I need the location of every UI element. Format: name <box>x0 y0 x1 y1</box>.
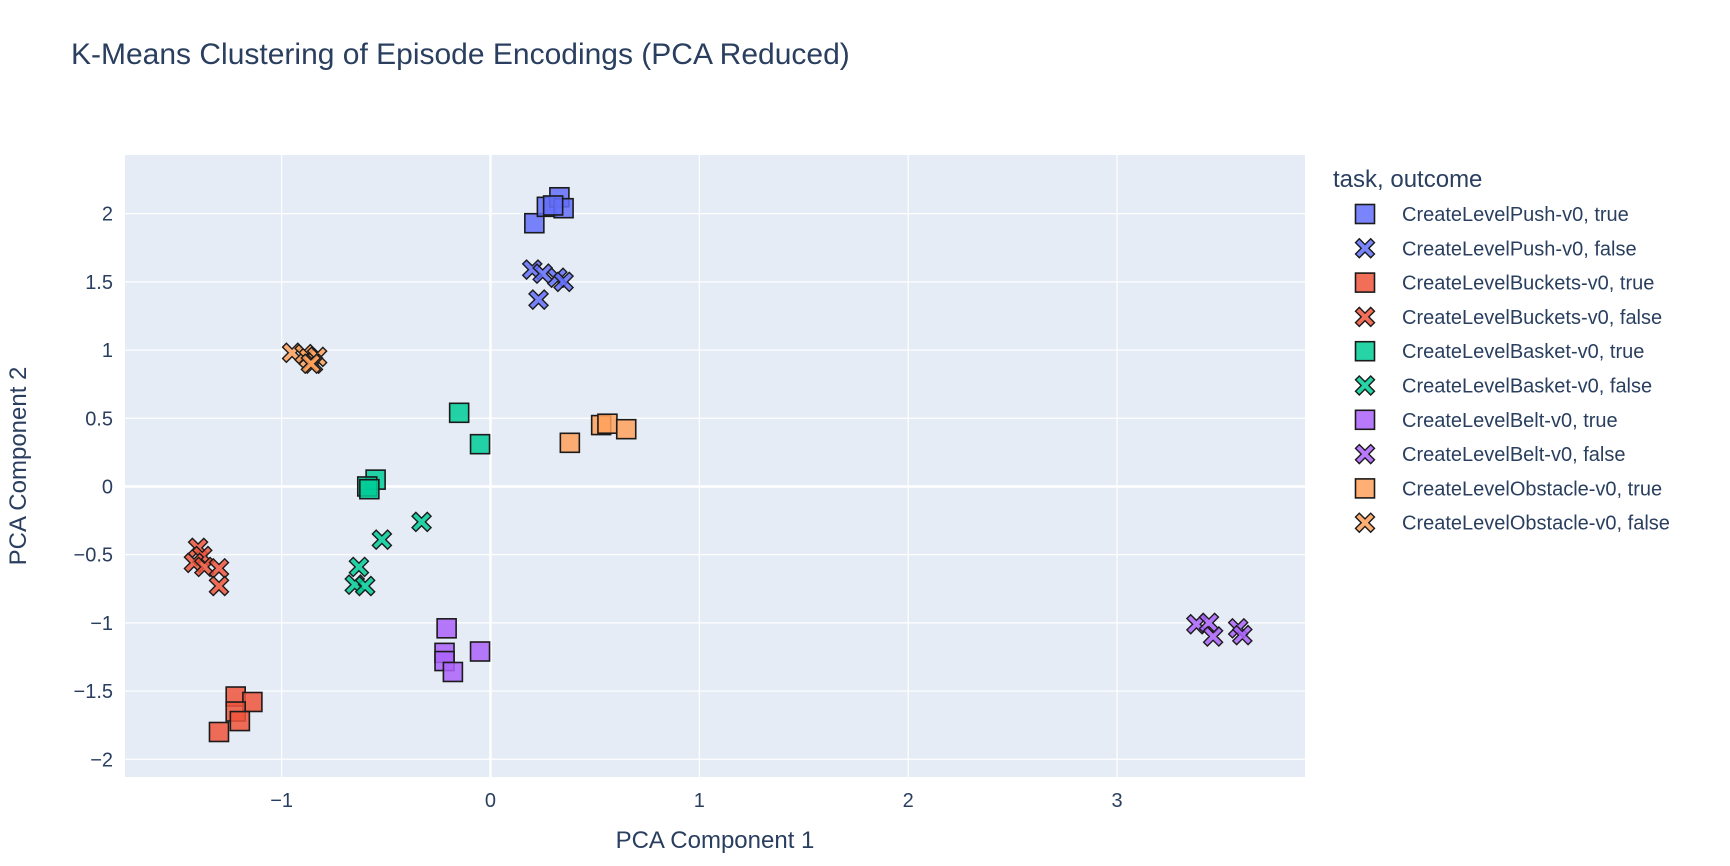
data-points <box>183 186 1253 743</box>
y-tick-label: 1 <box>102 340 113 362</box>
data-point <box>469 433 491 455</box>
data-point <box>359 478 380 500</box>
legend-item-label: CreateLevelBuckets-v0, true <box>1402 273 1654 295</box>
data-point <box>229 710 251 732</box>
data-point <box>411 511 433 533</box>
y-tick-label: 2 <box>102 204 113 226</box>
data-point <box>528 289 550 311</box>
y-tick-label: −0.5 <box>74 545 113 567</box>
data-point <box>1202 626 1224 647</box>
legend-marker <box>1354 443 1376 465</box>
data-point <box>542 195 564 216</box>
legend-marker <box>1354 237 1376 259</box>
legend-marker <box>1354 272 1376 293</box>
y-tick-label: 0 <box>102 476 113 498</box>
legend-item-label: CreateLevelBasket-v0, false <box>1402 376 1652 398</box>
data-point <box>553 271 575 293</box>
x-tick-label: −1 <box>270 790 293 812</box>
data-point <box>1231 624 1253 646</box>
data-point <box>348 556 370 578</box>
y-tick-label: −2 <box>90 749 113 771</box>
y-tick-label: −1.5 <box>74 681 113 703</box>
data-point <box>469 641 491 662</box>
data-point <box>559 432 581 454</box>
legend-marker <box>1354 409 1376 431</box>
legend-marker <box>1354 340 1376 362</box>
legend: task, outcome CreateLevelPush-v0, true Cr… <box>1333 166 1670 535</box>
x-tick-label: 1 <box>694 790 705 812</box>
legend-item-label: CreateLevelObstacle-v0, false <box>1402 513 1670 535</box>
y-tick-label: −1 <box>90 613 113 635</box>
legend-item-label: CreateLevelPush-v0, true <box>1402 204 1629 226</box>
chart-title: K-Means Clustering of Episode Encodings … <box>71 38 850 71</box>
data-point <box>371 529 393 551</box>
legend-item-label: CreateLevelBuckets-v0, false <box>1402 307 1662 329</box>
legend-marker <box>1354 306 1376 328</box>
data-point <box>436 618 457 639</box>
data-point <box>208 575 230 597</box>
legend-marker <box>1354 478 1376 499</box>
data-point <box>354 575 376 597</box>
x-tick-label: 3 <box>1111 790 1122 812</box>
legend-item-label: CreateLevelObstacle-v0, true <box>1402 478 1662 500</box>
data-point <box>300 353 322 375</box>
data-point <box>442 661 464 683</box>
tick-labels: −1 0 1 2 3 −2 −1.5 −1 −0.5 0 0.5 1 1.5 2 <box>74 204 1123 812</box>
legend-marker <box>1354 512 1376 534</box>
legend-marker <box>1354 375 1376 396</box>
x-axis-title: PCA Component 1 <box>616 827 815 854</box>
plot-area <box>125 155 1305 777</box>
legend-item-label: CreateLevelBelt-v0, false <box>1402 444 1625 466</box>
x-tick-label: 2 <box>903 790 914 812</box>
legend-title: task, outcome <box>1333 166 1482 193</box>
legend-item-label: CreateLevelPush-v0, false <box>1402 238 1637 260</box>
data-point <box>524 212 545 234</box>
x-tick-label: 0 <box>485 790 496 812</box>
y-axis-title: PCA Component 2 <box>5 367 32 566</box>
data-point <box>448 402 470 424</box>
data-point <box>208 557 230 579</box>
data-point <box>208 721 230 743</box>
legend-item-label: CreateLevelBasket-v0, true <box>1402 341 1644 363</box>
y-tick-label: 0.5 <box>85 408 113 430</box>
y-tick-label: 1.5 <box>85 272 113 294</box>
data-point <box>597 413 618 435</box>
legend-marker <box>1354 203 1376 225</box>
data-point <box>615 418 637 440</box>
legend-item-label: CreateLevelBelt-v0, true <box>1402 410 1618 432</box>
